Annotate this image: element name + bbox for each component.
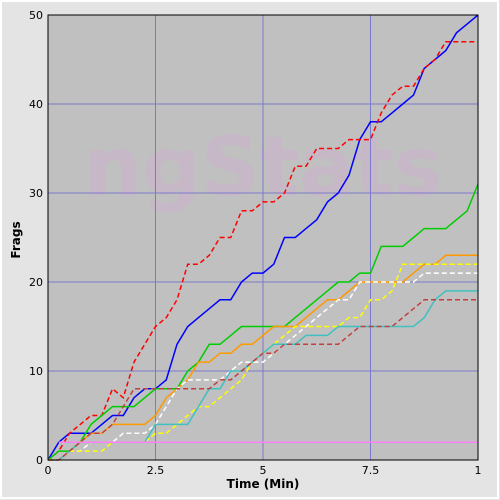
series-line bbox=[47, 40, 478, 461]
x-axis-title: Time (Min) bbox=[227, 477, 300, 491]
y-tick-label: 40 bbox=[29, 98, 43, 111]
y-tick-label: 30 bbox=[29, 187, 43, 200]
x-tick-label: 7.5 bbox=[362, 464, 380, 477]
y-tick-label: 50 bbox=[29, 9, 43, 22]
series-line bbox=[48, 254, 478, 461]
x-tick-label: 1 bbox=[475, 464, 482, 477]
y-tick-label: 0 bbox=[36, 454, 43, 467]
series-line bbox=[48, 272, 478, 461]
x-tick-label: 2.5 bbox=[147, 464, 165, 477]
series-line bbox=[48, 299, 478, 461]
x-tick-label: 5 bbox=[260, 464, 267, 477]
y-axis-title: Frags bbox=[9, 221, 23, 258]
series-line bbox=[47, 14, 479, 461]
series-line bbox=[47, 183, 479, 461]
y-tick-label: 20 bbox=[29, 276, 43, 289]
x-tick-label: 0 bbox=[45, 464, 52, 477]
lines bbox=[47, 14, 479, 461]
plot-border bbox=[47, 14, 479, 461]
y-tick-label: 10 bbox=[29, 365, 43, 378]
